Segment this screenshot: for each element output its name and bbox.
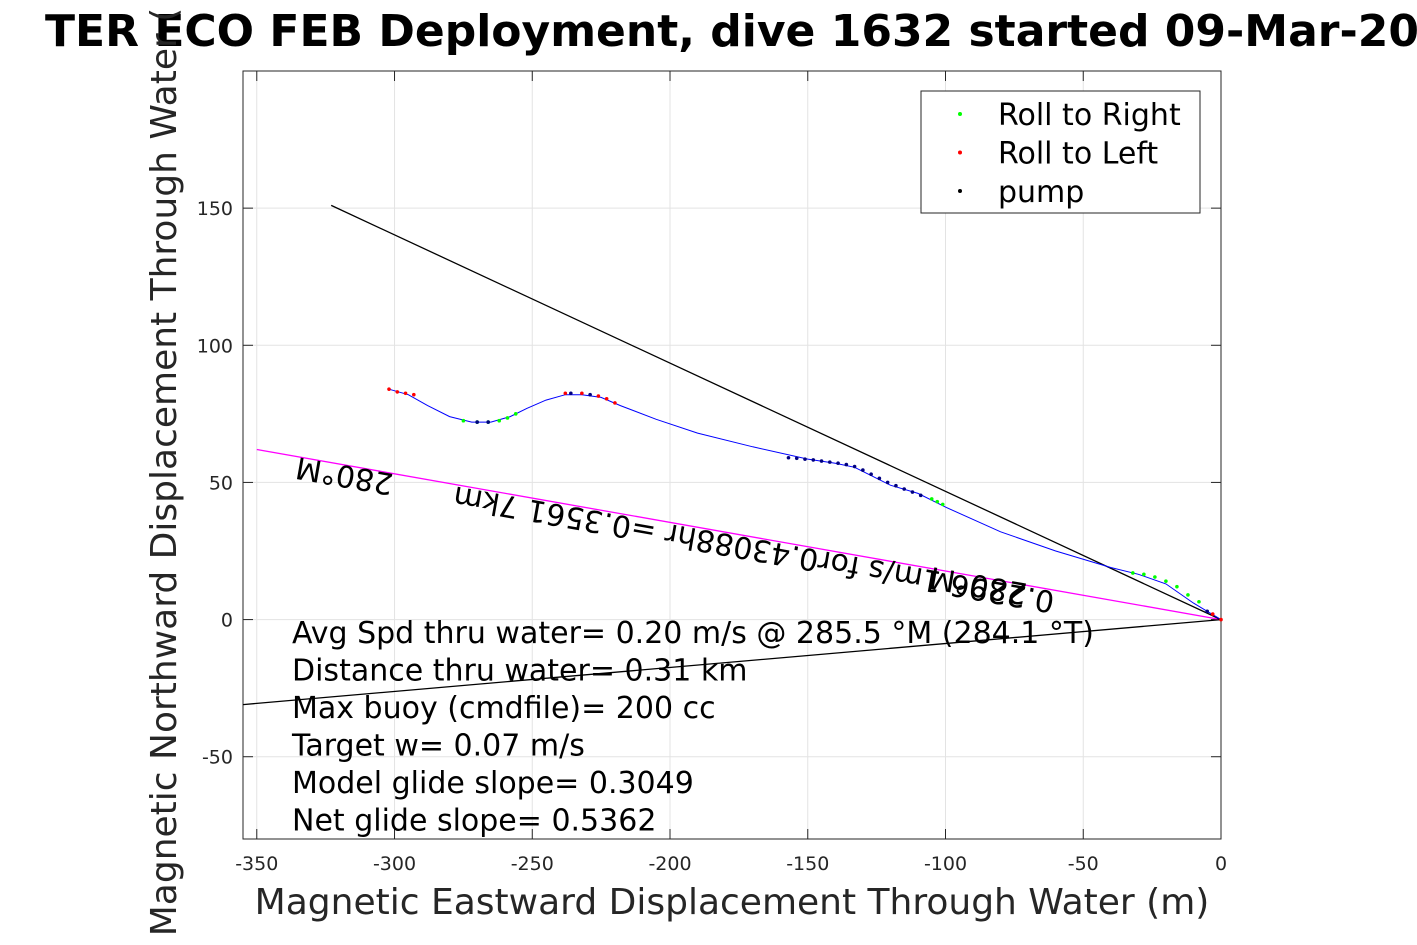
pump-point: [794, 456, 799, 461]
roll-left-point: [580, 391, 584, 396]
stat-line: Target w= 0.07 m/s: [291, 729, 585, 764]
pump-point: [569, 391, 573, 396]
legend-marker: [958, 189, 962, 193]
pump-point: [885, 480, 890, 485]
speed-label: 0.2296 1m/s for0.43088hr =0.3561 7km: [451, 478, 1057, 618]
pump-point: [852, 464, 857, 469]
heading-label-left: 280°M: [293, 449, 396, 501]
legend-label: Roll to Right: [998, 98, 1181, 133]
reference-line-lower: [242, 618, 1222, 706]
x-tick-label: -250: [511, 853, 554, 875]
y-tick-label: 150: [197, 198, 233, 220]
roll-right-point: [505, 416, 510, 420]
roll-left-point: [563, 391, 568, 396]
y-tick-label: 50: [209, 472, 233, 494]
roll-right-point: [497, 418, 502, 423]
roll-right-point: [1197, 599, 1201, 604]
roll-right-point: [1175, 584, 1179, 589]
roll-right-point: [513, 412, 518, 416]
pump-point: [828, 460, 832, 464]
stat-line: Avg Spd thru water= 0.20 m/s @ 285.5 °M …: [292, 616, 1094, 651]
stat-line: Max buoy (cmdfile)= 200 cc: [292, 691, 716, 726]
legend-box: [920, 90, 1201, 214]
roll-left-point: [412, 392, 416, 397]
pump-point: [819, 459, 824, 463]
series: [242, 204, 1223, 706]
pump-point: [811, 458, 816, 462]
roll-left-point: [1210, 612, 1215, 616]
roll-left-point: [403, 391, 408, 396]
glider-track: [388, 388, 1222, 621]
x-tick-label: -200: [648, 853, 691, 875]
plot-area: [242, 70, 1222, 840]
x-tick-label: -150: [786, 853, 829, 875]
roll-right-point: [1153, 575, 1157, 579]
pump-point: [877, 476, 882, 481]
roll-left-point: [613, 401, 617, 405]
x-tick-label: -300: [373, 853, 416, 875]
x-tick-label: 0: [1215, 853, 1227, 875]
y-tick-label: 0: [221, 610, 233, 632]
roll-right-point: [1142, 572, 1146, 577]
chart-title: TER ECO FEB Deployment, dive 1632 starte…: [45, 6, 1417, 57]
roll-right-point: [461, 418, 466, 423]
x-tick-label: -350: [235, 853, 278, 875]
pump-point: [475, 420, 479, 424]
legend-marker: [958, 150, 962, 155]
roll-left-point: [1219, 617, 1223, 622]
y-axis-label: Magnetic Northward Displacement Through …: [144, 8, 185, 937]
roll-left-point: [395, 390, 400, 394]
legend-label: pump: [998, 175, 1084, 210]
x-tick-label: -50: [1068, 853, 1099, 875]
pump-point: [894, 483, 898, 488]
pump-point: [588, 392, 592, 397]
roll-left-point: [387, 387, 391, 391]
pump-point: [910, 490, 915, 494]
pump-point: [1205, 609, 1210, 614]
pump-point: [786, 455, 791, 460]
stat-line: Distance thru water= 0.31 km: [292, 654, 747, 689]
roll-left-point: [604, 396, 609, 401]
reference-line-upper: [330, 204, 1222, 621]
pump-point: [836, 461, 840, 466]
roll-right-point: [1131, 571, 1135, 575]
legend-marker: [958, 112, 962, 116]
pump-point: [844, 462, 849, 467]
pump-point: [918, 493, 923, 498]
stat-line: Net glide slope= 0.5362: [292, 804, 656, 839]
y-tick-label: 100: [197, 335, 233, 357]
stat-line: Model glide slope= 0.3049: [292, 766, 694, 801]
y-tick-label: -50: [202, 747, 233, 769]
heading-line: [256, 448, 1222, 621]
stats-box: Avg Spd thru water= 0.20 m/s @ 285.5 °M …: [291, 616, 1094, 839]
pump-point: [869, 472, 873, 477]
roll-right-point: [935, 499, 940, 504]
x-axis-label: Magnetic Eastward Displacement Through W…: [255, 882, 1210, 923]
pump-point: [861, 468, 865, 472]
roll-right-point: [940, 502, 945, 507]
axis-ticks: -350 -300 -250 -200 -150 -100 -50 0 -50 0 50 100 150: [197, 71, 1227, 875]
legend-label: Roll to Left: [998, 137, 1158, 172]
x-tick-label: -100: [924, 853, 967, 875]
roll-left-point: [596, 394, 601, 398]
roll-right-point: [1164, 579, 1168, 583]
roll-right-point: [1186, 593, 1190, 597]
pump-point: [902, 487, 906, 491]
roll-right-point: [929, 497, 934, 501]
pump-point: [803, 457, 807, 461]
pump-point: [486, 420, 490, 424]
